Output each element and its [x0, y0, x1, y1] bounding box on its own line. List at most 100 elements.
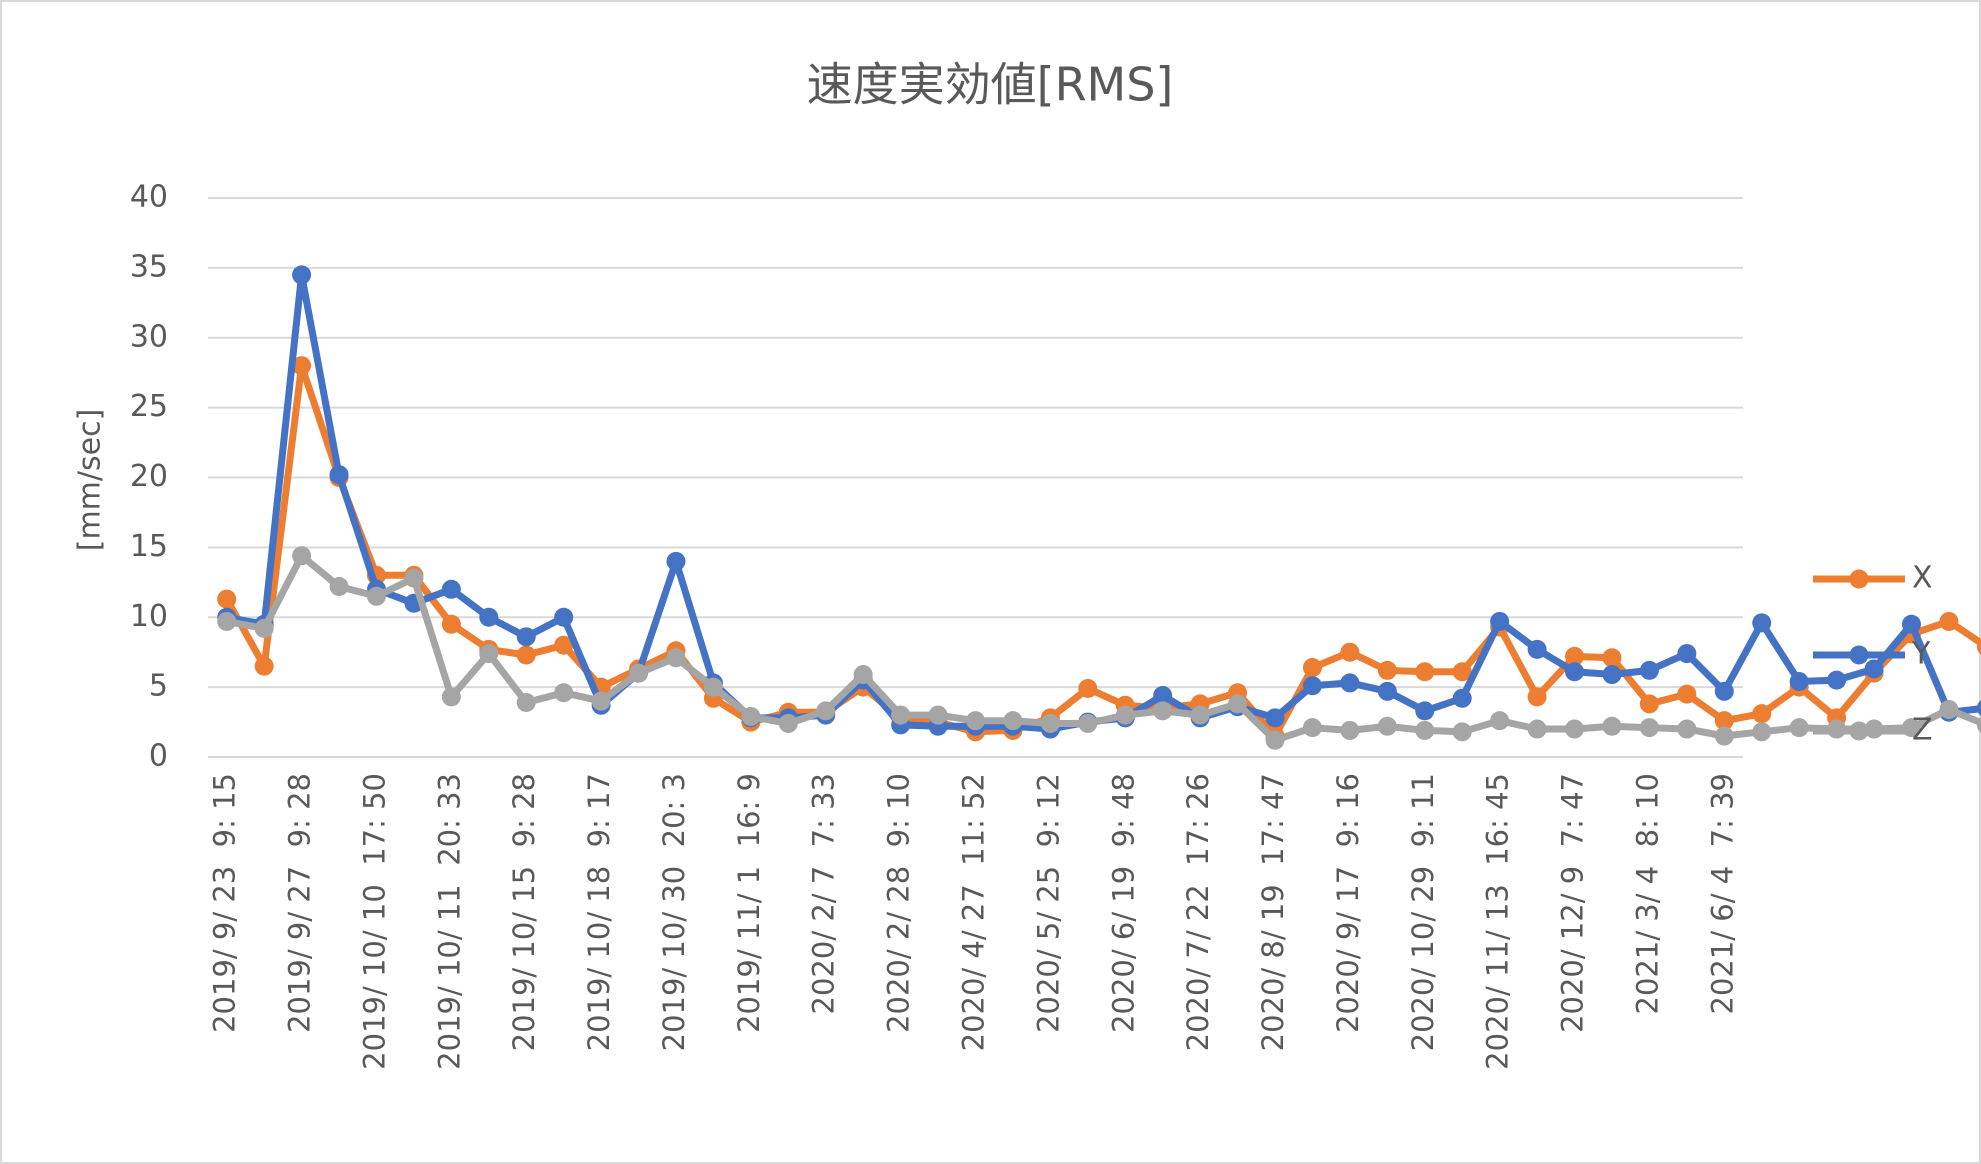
x-tick-label: 2019/ 9/ 23 9: 15 [208, 773, 242, 1033]
x-tick-label: 2021/ 6/ 4 7: 39 [1705, 773, 1739, 1014]
data-point [591, 691, 611, 711]
data-point [1939, 611, 1959, 631]
data-point [441, 687, 461, 707]
data-point [1639, 660, 1659, 680]
data-point [1265, 730, 1285, 750]
data-point [1340, 720, 1360, 740]
data-point [366, 586, 386, 606]
data-point [329, 577, 349, 597]
x-tick-label: 2019/ 10/ 11 20: 33 [432, 773, 466, 1070]
y-tick-label: 10 [130, 599, 168, 634]
data-point [1228, 694, 1248, 714]
data-point [1752, 722, 1772, 742]
data-point [292, 546, 312, 566]
data-point [1302, 676, 1322, 696]
data-point [479, 607, 499, 627]
y-tick-label: 25 [130, 389, 168, 424]
data-point [1901, 614, 1921, 634]
x-tick-label: 2020/ 8/ 19 17: 47 [1256, 773, 1290, 1051]
x-tick-label: 2020/ 5/ 25 9: 12 [1031, 773, 1065, 1033]
data-point [741, 706, 761, 726]
x-tick-label: 2019/ 10/ 15 9: 28 [507, 773, 541, 1051]
y-tick-label: 15 [130, 529, 168, 564]
data-point [1789, 672, 1809, 692]
data-point [1639, 694, 1659, 714]
data-point [1565, 646, 1585, 666]
data-point [1265, 708, 1285, 728]
data-point [1302, 718, 1322, 738]
data-point [1452, 722, 1472, 742]
data-point [928, 705, 948, 725]
data-point [1602, 648, 1622, 668]
legend-label: Y [1911, 637, 1931, 672]
data-point [1078, 679, 1098, 699]
data-point [1976, 717, 1981, 733]
data-point [816, 701, 836, 721]
data-point [1527, 687, 1547, 707]
data-point [966, 711, 985, 731]
data-point [1602, 716, 1622, 736]
data-point [1901, 718, 1921, 738]
data-point [1377, 660, 1397, 680]
x-tick-label: 2019/ 10/ 18 9: 17 [582, 773, 616, 1051]
data-point [1490, 711, 1510, 731]
y-tick-label: 5 [149, 669, 168, 704]
data-point [404, 568, 424, 588]
x-tick-label: 2020/ 12/ 9 7: 47 [1556, 773, 1590, 1033]
chart-title: 速度実効値[RMS] [807, 58, 1174, 112]
data-point [1415, 701, 1435, 721]
x-tick-label: 2020/ 2/ 7 7: 33 [807, 773, 841, 1014]
data-point [1827, 670, 1847, 690]
data-point [1602, 665, 1622, 685]
data-point [629, 663, 649, 683]
data-point [1752, 704, 1772, 724]
data-point [1415, 662, 1435, 682]
data-point [666, 648, 686, 668]
data-point [1939, 699, 1959, 719]
data-point [1003, 711, 1023, 731]
data-point [292, 265, 312, 285]
data-point [254, 618, 274, 638]
legend-label: Z [1912, 713, 1933, 748]
data-point [1452, 662, 1472, 682]
data-point [1677, 684, 1697, 704]
data-point [217, 611, 237, 631]
x-tick-label: 2019/ 10/ 30 20: 3 [657, 773, 691, 1051]
y-tick-label: 20 [130, 459, 168, 494]
y-tick-label: 30 [130, 319, 168, 354]
x-tick-label: 2020/ 7/ 22 17: 26 [1181, 773, 1215, 1051]
y-tick-label: 40 [130, 180, 168, 215]
data-point [441, 614, 461, 634]
x-tick-label: 2021/ 3/ 4 8: 10 [1630, 773, 1664, 1014]
data-point [1340, 673, 1360, 693]
data-point [1153, 686, 1173, 706]
data-point [1040, 713, 1060, 733]
y-axis-label: [mm/sec] [73, 409, 108, 552]
x-tick-label: 2019/ 9/ 27 9: 28 [283, 773, 317, 1033]
data-point [1714, 681, 1734, 701]
x-tick-label: 2019/ 10/ 10 17: 50 [357, 773, 391, 1070]
data-point [1677, 719, 1697, 739]
data-point [1153, 701, 1173, 721]
x-tick-label: 2020/ 9/ 17 9: 16 [1331, 773, 1365, 1033]
data-point [479, 644, 499, 664]
data-point [1527, 719, 1547, 739]
data-point [1415, 720, 1435, 740]
data-point [1190, 705, 1210, 725]
data-point [1490, 611, 1510, 631]
data-point [1639, 718, 1659, 738]
data-point [1864, 659, 1884, 679]
data-point [441, 579, 461, 599]
data-point [853, 665, 873, 685]
x-tick-label: 2019/ 11/ 1 16: 9 [732, 773, 766, 1033]
data-point [1377, 716, 1397, 736]
y-tick-label: 0 [149, 739, 168, 774]
data-point [292, 356, 312, 376]
data-point [1527, 639, 1547, 659]
data-point [1452, 688, 1472, 708]
data-point [1789, 718, 1809, 738]
data-point [1565, 719, 1585, 739]
data-point [1078, 713, 1098, 733]
x-tick-label: 2020/ 2/ 28 9: 10 [882, 773, 916, 1033]
